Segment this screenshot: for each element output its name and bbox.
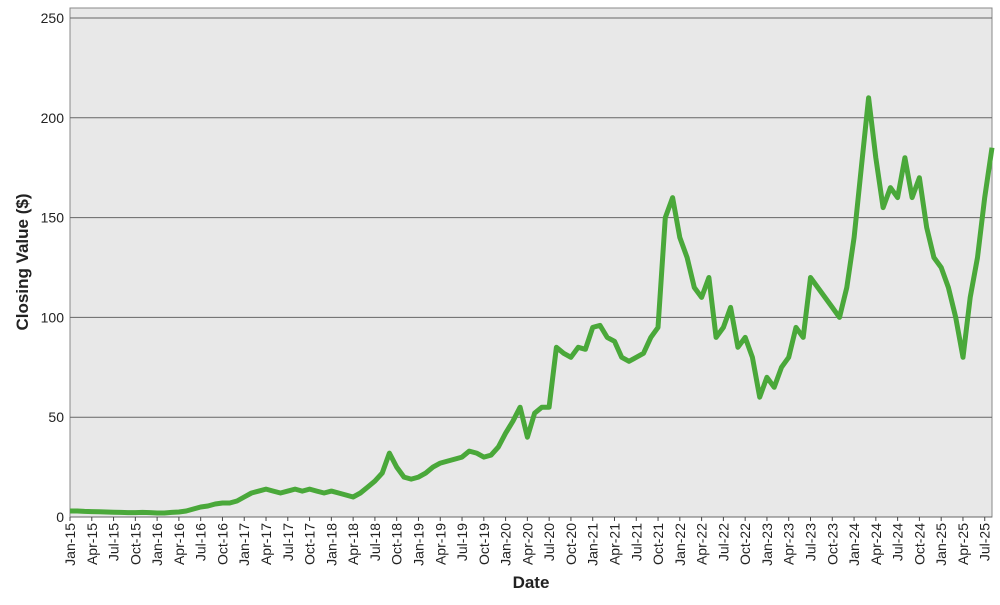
x-tick-label: Oct-18 — [389, 523, 405, 565]
x-tick-label: Jul-21 — [628, 523, 644, 561]
x-tick-label: Oct-20 — [563, 523, 579, 565]
x-tick-label: Oct-19 — [476, 523, 492, 565]
y-tick-label: 250 — [41, 10, 65, 26]
y-tick-label: 100 — [41, 309, 65, 325]
x-tick-label: Jul-22 — [715, 523, 731, 561]
x-tick-label: Jul-18 — [367, 523, 383, 561]
x-tick-label: Apr-24 — [868, 523, 884, 565]
x-tick-label: Apr-25 — [955, 523, 971, 565]
x-tick-label: Apr-20 — [519, 523, 535, 565]
x-tick-label: Jan-23 — [759, 523, 775, 566]
x-tick-label: Jan-21 — [585, 523, 601, 566]
y-axis-title: Closing Value ($) — [13, 194, 32, 331]
y-tick-label: 50 — [48, 409, 64, 425]
x-tick-label: Apr-18 — [345, 523, 361, 565]
x-tick-label: Apr-16 — [171, 523, 187, 565]
x-tick-label: Oct-24 — [911, 523, 927, 565]
x-tick-label: Jul-16 — [193, 523, 209, 561]
x-axis-title: Date — [513, 573, 550, 592]
x-tick-label: Oct-22 — [737, 523, 753, 565]
x-tick-label: Jan-17 — [236, 523, 252, 566]
x-tick-label: Jul-19 — [454, 523, 470, 561]
y-tick-label: 200 — [41, 110, 65, 126]
x-tick-label: Oct-23 — [824, 523, 840, 565]
y-tick-label: 150 — [41, 210, 65, 226]
y-tick-label: 0 — [56, 509, 64, 525]
x-tick-label: Jan-19 — [410, 523, 426, 566]
x-tick-label: Apr-21 — [606, 523, 622, 565]
x-tick-label: Jan-25 — [933, 523, 949, 566]
x-tick-label: Jan-15 — [62, 523, 78, 566]
x-tick-label: Oct-21 — [650, 523, 666, 565]
x-tick-label: Jul-24 — [890, 523, 906, 561]
x-tick-label: Jul-20 — [541, 523, 557, 561]
x-tick-label: Jul-25 — [977, 523, 993, 561]
x-tick-label: Jul-15 — [106, 523, 122, 561]
x-tick-label: Apr-17 — [258, 523, 274, 565]
x-tick-label: Apr-15 — [84, 523, 100, 565]
x-tick-label: Jan-18 — [323, 523, 339, 566]
x-tick-label: Oct-15 — [127, 523, 143, 565]
x-tick-label: Jan-24 — [846, 523, 862, 566]
x-tick-label: Apr-23 — [781, 523, 797, 565]
plot-area — [69, 7, 993, 518]
x-tick-label: Apr-22 — [694, 523, 710, 565]
x-tick-label: Jul-23 — [803, 523, 819, 561]
x-tick-label: Oct-16 — [214, 523, 230, 565]
x-tick-label: Jul-17 — [280, 523, 296, 561]
x-tick-label: Oct-17 — [302, 523, 318, 565]
x-tick-label: Jan-16 — [149, 523, 165, 566]
x-tick-label: Apr-19 — [432, 523, 448, 565]
x-tick-label: Jan-22 — [672, 523, 688, 566]
x-tick-label: Jan-20 — [498, 523, 514, 566]
line — [70, 95, 995, 516]
